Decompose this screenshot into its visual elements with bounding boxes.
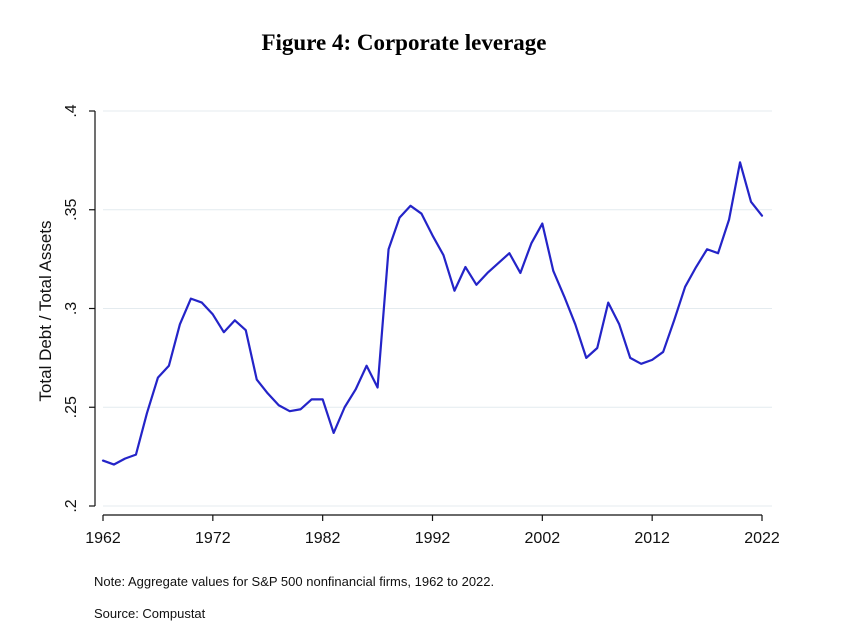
gridlines bbox=[103, 110, 772, 507]
y-tick-label: .4 bbox=[63, 104, 80, 117]
figure-note: Note: Aggregate values for S&P 500 nonfi… bbox=[94, 574, 495, 589]
figure-source: Source: Compustat bbox=[94, 606, 206, 621]
y-axis-label: Total Debt / Total Assets bbox=[36, 220, 55, 401]
axes: .2 .25 .3 .35 .4 1962 1972 1982 1992 2002 2012 2022 bbox=[63, 104, 780, 547]
y-tick-label: .25 bbox=[63, 396, 80, 418]
series-layer bbox=[101, 161, 764, 466]
x-tick-label: 1982 bbox=[305, 530, 341, 547]
x-tick-label: 2012 bbox=[634, 530, 670, 547]
y-tick-label: .35 bbox=[63, 199, 80, 221]
series-line bbox=[101, 161, 764, 466]
x-tick-label: 2002 bbox=[525, 530, 561, 547]
figure-title: Figure 4: Corporate leverage bbox=[261, 30, 547, 55]
x-tick-label: 1962 bbox=[85, 530, 121, 547]
y-tick-label: .3 bbox=[63, 302, 80, 315]
x-tick-label: 1992 bbox=[415, 530, 451, 547]
x-tick-label: 1972 bbox=[195, 530, 231, 547]
y-tick-label: .2 bbox=[63, 499, 80, 512]
x-tick-label: 2022 bbox=[744, 530, 780, 547]
